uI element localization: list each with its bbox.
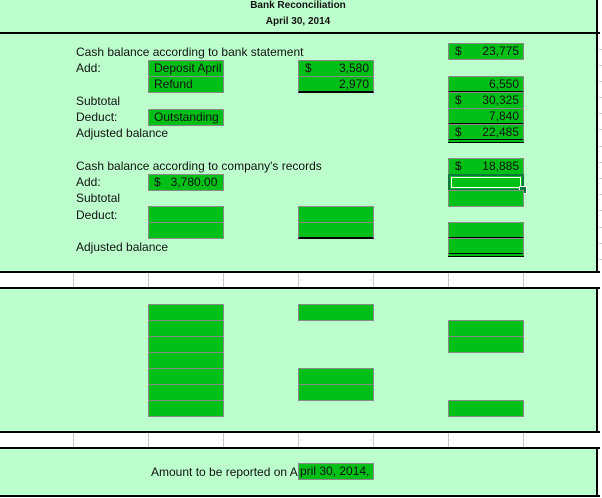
company-deduct-label: Deduct: [76,208,118,222]
entry-cell[interactable] [148,368,224,385]
entry-cell[interactable] [298,368,374,385]
divider [0,495,600,497]
company-deduct-item-1-amount[interactable] [298,206,374,223]
entry-cell[interactable] [148,400,224,417]
bank-subtotal-label: Subtotal [76,94,121,108]
company-deduct-total-cell[interactable] [448,222,524,239]
company-add-label: Add: [76,175,101,189]
entry-cell[interactable] [298,304,374,321]
answer-cell[interactable]: pril 30, 2014, I [298,463,374,480]
divider [0,271,600,273]
entry-cell[interactable] [148,320,224,337]
bank-deduct-label: Deduct: [76,110,118,124]
divider [0,431,600,433]
report-date: April 30, 2014 [265,16,331,27]
divider [0,287,600,289]
bank-balance-cell[interactable]: $ 23,775 [448,43,524,60]
company-add-total-cell-selected[interactable] [448,174,524,191]
answer-prompt: Amount to be reported on A [151,465,298,479]
company-add-item-cell[interactable]: $ 3,780.00 [148,174,224,191]
entry-cell[interactable] [448,336,524,353]
bank-add-total-cell[interactable]: 6,550 [448,76,524,93]
company-subtotal-label: Subtotal [76,191,121,205]
entry-cell[interactable] [148,336,224,353]
bank-deduct-item-label[interactable]: Outstanding [148,109,224,126]
company-deduct-item-2-label[interactable] [148,222,224,239]
bank-add-item-1-label[interactable]: Deposit April [148,60,224,77]
company-deduct-item-1-label[interactable] [148,206,224,223]
bank-add-label: Add: [76,61,101,75]
entry-cell[interactable] [148,352,224,369]
report-title: Bank Reconciliation [250,0,346,11]
bank-add-item-1-amount[interactable]: $ 3,580 [298,60,374,77]
blank-row [0,433,600,449]
company-balance-cell[interactable]: $ 18,885 [448,158,524,175]
bank-adjusted-label: Adjusted balance [76,126,169,140]
company-deduct-item-2-amount[interactable] [298,222,374,239]
bank-adjusted-cell[interactable]: $ 22,485 [448,124,524,143]
divider [0,447,600,449]
title-band [0,0,598,33]
bank-add-item-2-amount[interactable]: 2,970 [298,76,374,93]
company-subtotal-cell[interactable] [448,190,524,207]
bank-heading: Cash balance according to bank statement [76,45,304,59]
entry-cell[interactable] [148,304,224,321]
divider [0,32,600,34]
bank-deduct-amount-cell[interactable]: 7,840 [448,108,524,125]
entry-cell[interactable] [148,384,224,401]
bank-add-item-2-label[interactable]: Refund [148,76,224,93]
entry-cell[interactable] [448,400,524,417]
company-adjusted-label: Adjusted balance [76,240,169,254]
entry-cell[interactable] [298,384,374,401]
company-adjusted-cell[interactable] [448,238,524,257]
blank-row [0,273,600,289]
entry-cell[interactable] [448,320,524,337]
bank-subtotal-cell[interactable]: $ 30,325 [448,92,524,109]
company-heading: Cash balance according to company's reco… [76,159,322,173]
